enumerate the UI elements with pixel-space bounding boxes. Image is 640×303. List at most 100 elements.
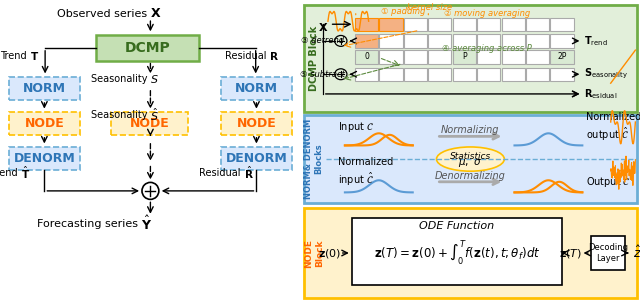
Text: $\mathbf{z}(T)$: $\mathbf{z}(T)$ (559, 247, 582, 259)
FancyBboxPatch shape (428, 50, 451, 64)
FancyBboxPatch shape (221, 112, 292, 135)
Text: $\hat{\mathit{S}}$: $\hat{\mathit{S}}$ (150, 106, 159, 123)
FancyBboxPatch shape (352, 218, 562, 285)
FancyBboxPatch shape (526, 34, 549, 48)
FancyBboxPatch shape (428, 68, 451, 81)
Text: Decoding
Layer: Decoding Layer (588, 243, 628, 263)
FancyBboxPatch shape (404, 50, 427, 64)
Text: Statistics: Statistics (450, 152, 491, 161)
FancyBboxPatch shape (304, 208, 637, 298)
FancyBboxPatch shape (221, 147, 292, 170)
Text: Observed series: Observed series (57, 8, 150, 19)
Text: NODE: NODE (237, 117, 276, 130)
Text: $\mu,\ \sigma$: $\mu,\ \sigma$ (458, 157, 483, 169)
Text: DCMP Block: DCMP Block (308, 25, 319, 91)
FancyBboxPatch shape (96, 35, 198, 61)
Text: Residual: Residual (225, 51, 269, 61)
FancyBboxPatch shape (502, 18, 525, 31)
FancyBboxPatch shape (380, 34, 403, 48)
Text: Denormalizing: Denormalizing (435, 171, 506, 181)
FancyBboxPatch shape (428, 34, 451, 48)
Text: Seasonality: Seasonality (91, 74, 150, 85)
Text: Trend: Trend (1, 51, 30, 61)
FancyBboxPatch shape (550, 68, 573, 81)
FancyBboxPatch shape (550, 18, 573, 31)
Text: ④ averaging across P: ④ averaging across P (442, 44, 532, 53)
FancyBboxPatch shape (452, 18, 476, 31)
FancyBboxPatch shape (477, 68, 500, 81)
FancyBboxPatch shape (111, 112, 188, 135)
FancyBboxPatch shape (550, 50, 573, 64)
FancyBboxPatch shape (355, 50, 378, 64)
Text: $\hat{\mathbf{Y}}$: $\hat{\mathbf{Y}}$ (141, 215, 152, 233)
FancyBboxPatch shape (221, 77, 292, 100)
FancyBboxPatch shape (477, 50, 500, 64)
Text: NORM: NORM (235, 82, 278, 95)
FancyBboxPatch shape (304, 115, 637, 203)
Ellipse shape (436, 147, 504, 171)
Text: Trend: Trend (0, 168, 21, 178)
FancyBboxPatch shape (502, 68, 525, 81)
Text: Normalizing: Normalizing (441, 125, 500, 135)
Text: NODE: NODE (130, 117, 170, 130)
FancyBboxPatch shape (550, 34, 573, 48)
Text: 2P: 2P (557, 52, 566, 62)
FancyBboxPatch shape (591, 236, 625, 270)
Text: Input $\mathcal{C}$: Input $\mathcal{C}$ (338, 120, 374, 134)
FancyBboxPatch shape (380, 68, 403, 81)
FancyBboxPatch shape (428, 18, 451, 31)
FancyBboxPatch shape (355, 18, 378, 31)
FancyBboxPatch shape (355, 34, 378, 48)
Text: Output $\mathcal{C}$: Output $\mathcal{C}$ (586, 175, 630, 189)
Text: NODE: NODE (24, 117, 64, 130)
Text: Normalized
input $\hat{\mathcal{C}}$: Normalized input $\hat{\mathcal{C}}$ (338, 157, 394, 188)
Text: $\hat{\mathbf{R}}$: $\hat{\mathbf{R}}$ (244, 165, 253, 181)
FancyBboxPatch shape (502, 50, 525, 64)
Text: $\mathbf{T}_{\rm rend}$: $\mathbf{T}_{\rm rend}$ (584, 34, 608, 48)
FancyBboxPatch shape (452, 68, 476, 81)
FancyBboxPatch shape (380, 50, 403, 64)
FancyBboxPatch shape (526, 68, 549, 81)
Text: ③ detrend: ③ detrend (301, 36, 344, 45)
Text: DENORM: DENORM (13, 152, 76, 165)
FancyBboxPatch shape (304, 5, 637, 112)
FancyBboxPatch shape (526, 50, 549, 64)
FancyBboxPatch shape (404, 34, 427, 48)
Text: NORM: NORM (23, 82, 66, 95)
Text: Residual: Residual (199, 168, 244, 178)
Text: $\mathbf{T}$: $\mathbf{T}$ (30, 50, 39, 62)
FancyBboxPatch shape (477, 18, 500, 31)
FancyBboxPatch shape (452, 34, 476, 48)
Text: ⑤ subtract: ⑤ subtract (300, 70, 346, 79)
FancyBboxPatch shape (355, 68, 378, 81)
Text: $\mathbf{X}$: $\mathbf{X}$ (317, 21, 328, 33)
Text: Forecasting series: Forecasting series (37, 219, 141, 229)
Text: $\mathbf{X}$: $\mathbf{X}$ (150, 7, 162, 20)
Text: ① padding: ① padding (381, 7, 425, 16)
Text: Normalized
output $\hat{\mathcal{C}}$: Normalized output $\hat{\mathcal{C}}$ (586, 112, 640, 143)
Text: $\mathbf{z}(T) = \mathbf{z}(0) + \int_0^T f(\mathbf{z}(t), t; \theta_f)dt$: $\mathbf{z}(T) = \mathbf{z}(0) + \int_0^… (374, 239, 540, 267)
Text: Seasonality: Seasonality (91, 109, 150, 120)
FancyBboxPatch shape (404, 68, 427, 81)
Text: DENORM: DENORM (225, 152, 287, 165)
FancyBboxPatch shape (9, 147, 80, 170)
Text: $\mathbf{S}_{\rm easonality}$: $\mathbf{S}_{\rm easonality}$ (584, 67, 628, 82)
Text: NODE
Block: NODE Block (303, 238, 324, 268)
Text: ODE Function: ODE Function (419, 221, 494, 231)
FancyBboxPatch shape (526, 18, 549, 31)
Text: P: P (462, 52, 467, 62)
Text: kernel size: kernel size (407, 3, 452, 12)
FancyBboxPatch shape (380, 18, 403, 31)
Text: $\mathbf{z}(0)$: $\mathbf{z}(0)$ (318, 247, 341, 259)
FancyBboxPatch shape (9, 77, 80, 100)
Text: ② moving averaging: ② moving averaging (444, 9, 531, 18)
Text: $\mathbf{R}_{\rm esidual}$: $\mathbf{R}_{\rm esidual}$ (584, 87, 618, 101)
Text: 0: 0 (364, 52, 369, 62)
FancyBboxPatch shape (9, 112, 80, 135)
Text: $\mathit{S}$: $\mathit{S}$ (150, 73, 159, 85)
Text: $\mathbf{R}$: $\mathbf{R}$ (269, 50, 279, 62)
Text: $\hat{\mathbf{T}}$: $\hat{\mathbf{T}}$ (21, 165, 30, 181)
Text: DCMP: DCMP (125, 41, 170, 55)
Text: $\hat{z}$: $\hat{z}$ (633, 245, 640, 261)
Text: NORM& DENORM
Blocks: NORM& DENORM Blocks (303, 119, 324, 199)
